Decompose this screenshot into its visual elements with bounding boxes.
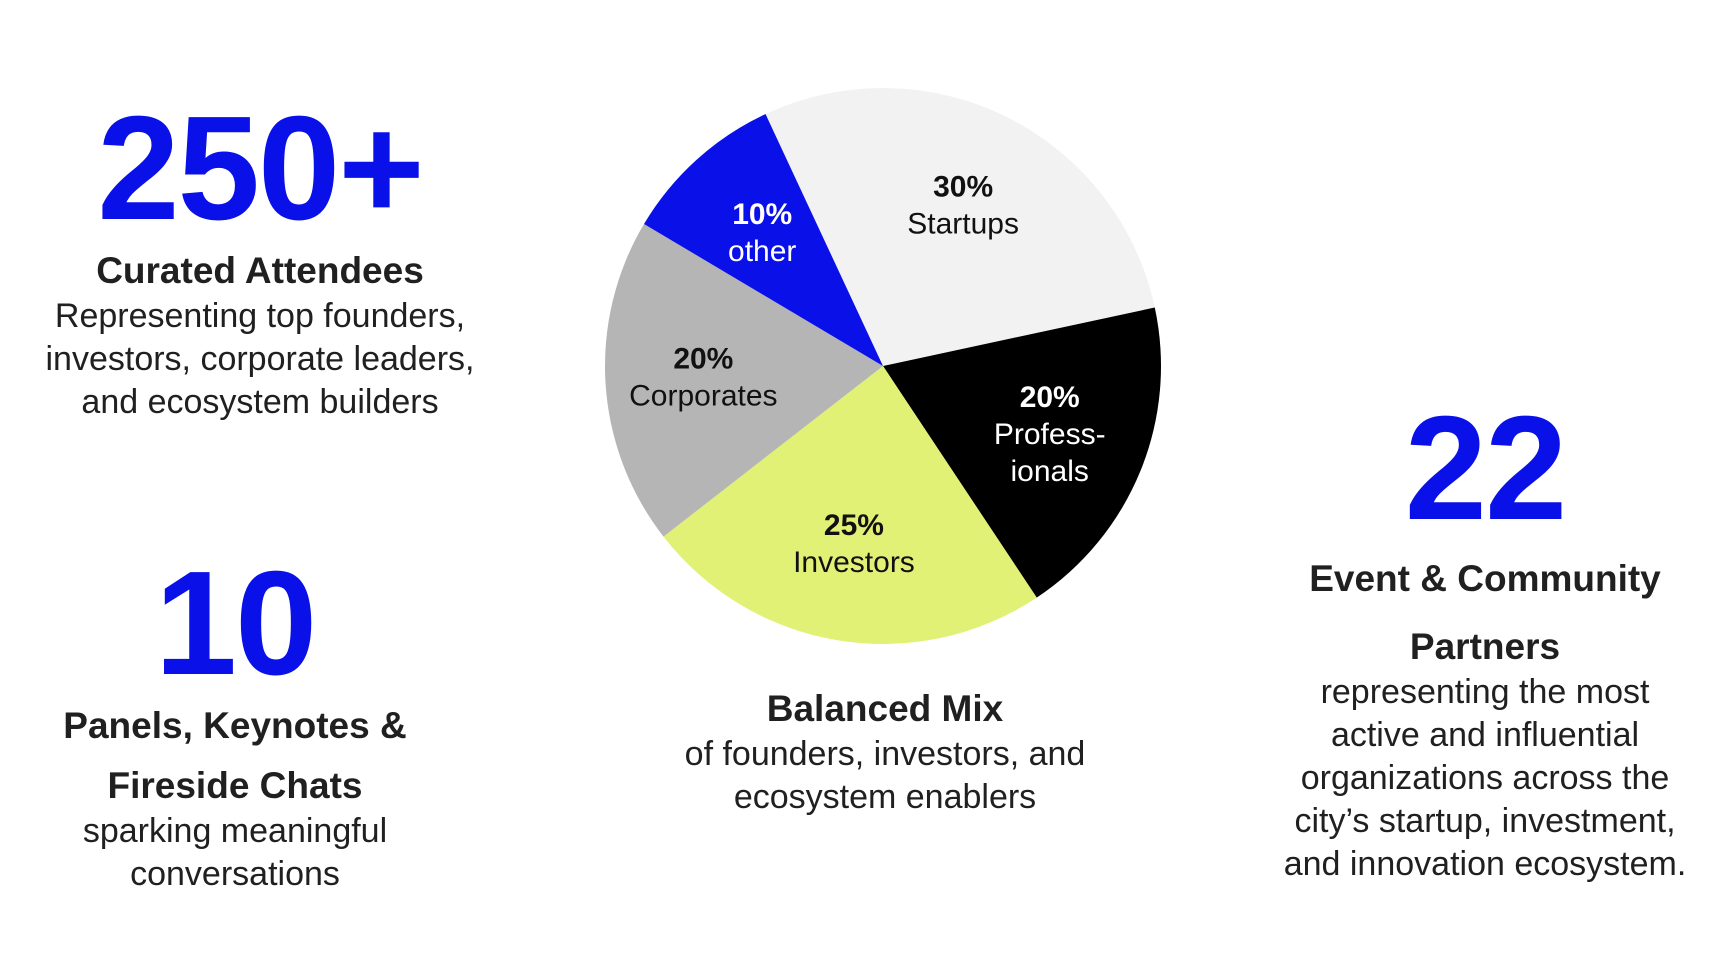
mix-caption: Balanced Mix of founders, investors, and… (650, 685, 1120, 819)
pie-slice-professionals (883, 307, 1161, 598)
pie-percent-label: 10% (732, 198, 792, 231)
partners-description-line: organizations across the (1300, 759, 1670, 797)
pie-category-label: ionals (1011, 455, 1089, 488)
partners-description-line: representing the most (1320, 673, 1650, 711)
pie-label-professionals: 20% Profess-ionals (994, 381, 1106, 488)
mix-description-line: ecosystem enablers (733, 778, 1037, 816)
pie-label-investors: 25% Investors (793, 509, 915, 579)
stat-panels: 10 Panels, Keynotes & Fireside Chats spa… (30, 550, 440, 896)
panels-heading-line: Panels, Keynotes & (63, 705, 407, 746)
attendees-description-line: Representing top founders, (54, 297, 466, 335)
partners-description-line: and innovation ecosystem. (1283, 845, 1687, 883)
mix-description-line: of founders, investors, and (684, 735, 1086, 773)
pie-slice-corporates (605, 224, 883, 537)
pie-category-label: Investors (793, 546, 915, 579)
pie-label-startups: 30% Startups (907, 170, 1019, 240)
panels-description-line: sparking meaningful (82, 812, 388, 850)
pie-label-corporates: 20% Corporates (629, 343, 777, 413)
pie-slice-other (643, 114, 883, 366)
partners-description-line: city’s startup, investment, (1294, 802, 1676, 840)
pie-slice-investors (663, 366, 1037, 644)
panels-heading-line: Fireside Chats (107, 765, 363, 806)
attendees-description-line: investors, corporate leaders, (45, 340, 475, 378)
pie-category-label: Startups (907, 207, 1019, 240)
pie-category-label: other (728, 235, 796, 268)
pie-percent-label: 25% (824, 509, 884, 542)
panels-number: 10 (154, 541, 318, 706)
attendees-heading: Curated Attendees (96, 250, 424, 291)
attendees-number: 250+ (97, 86, 424, 251)
pie-label-other: 10% other (728, 198, 796, 268)
partners-heading-line: Partners (1409, 626, 1561, 667)
pie-category-label: Corporates (629, 380, 777, 413)
stat-attendees: 250+ Curated Attendees Representing top … (20, 95, 500, 424)
panels-description-line: conversations (130, 855, 340, 893)
pie-slice-startups (765, 88, 1155, 366)
pie-percent-label: 20% (1020, 381, 1080, 414)
partners-heading-line: Event & Community (1309, 558, 1661, 599)
attendees-description-line: and ecosystem builders (81, 383, 439, 421)
pie-percent-label: 30% (933, 170, 993, 203)
partners-description-line: active and influential (1330, 716, 1640, 754)
pie-percent-label: 20% (673, 343, 733, 376)
mix-heading: Balanced Mix (766, 688, 1004, 729)
pie-category-label: Profess- (994, 418, 1106, 451)
stat-partners: 22 Event & Community Partners representi… (1255, 395, 1715, 886)
partners-number: 22 (1404, 386, 1568, 551)
